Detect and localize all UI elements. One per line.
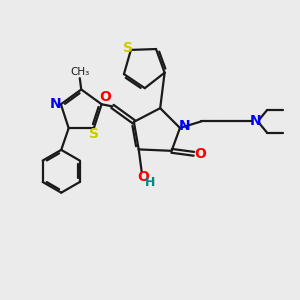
Text: N: N (50, 97, 62, 111)
Text: S: S (89, 127, 99, 141)
Text: CH₃: CH₃ (70, 67, 89, 77)
Text: N: N (179, 119, 191, 134)
Text: H: H (145, 176, 155, 190)
Text: O: O (194, 147, 206, 161)
Text: N: N (249, 114, 261, 128)
Text: S: S (123, 41, 133, 56)
Text: O: O (137, 170, 149, 184)
Text: O: O (99, 91, 111, 104)
